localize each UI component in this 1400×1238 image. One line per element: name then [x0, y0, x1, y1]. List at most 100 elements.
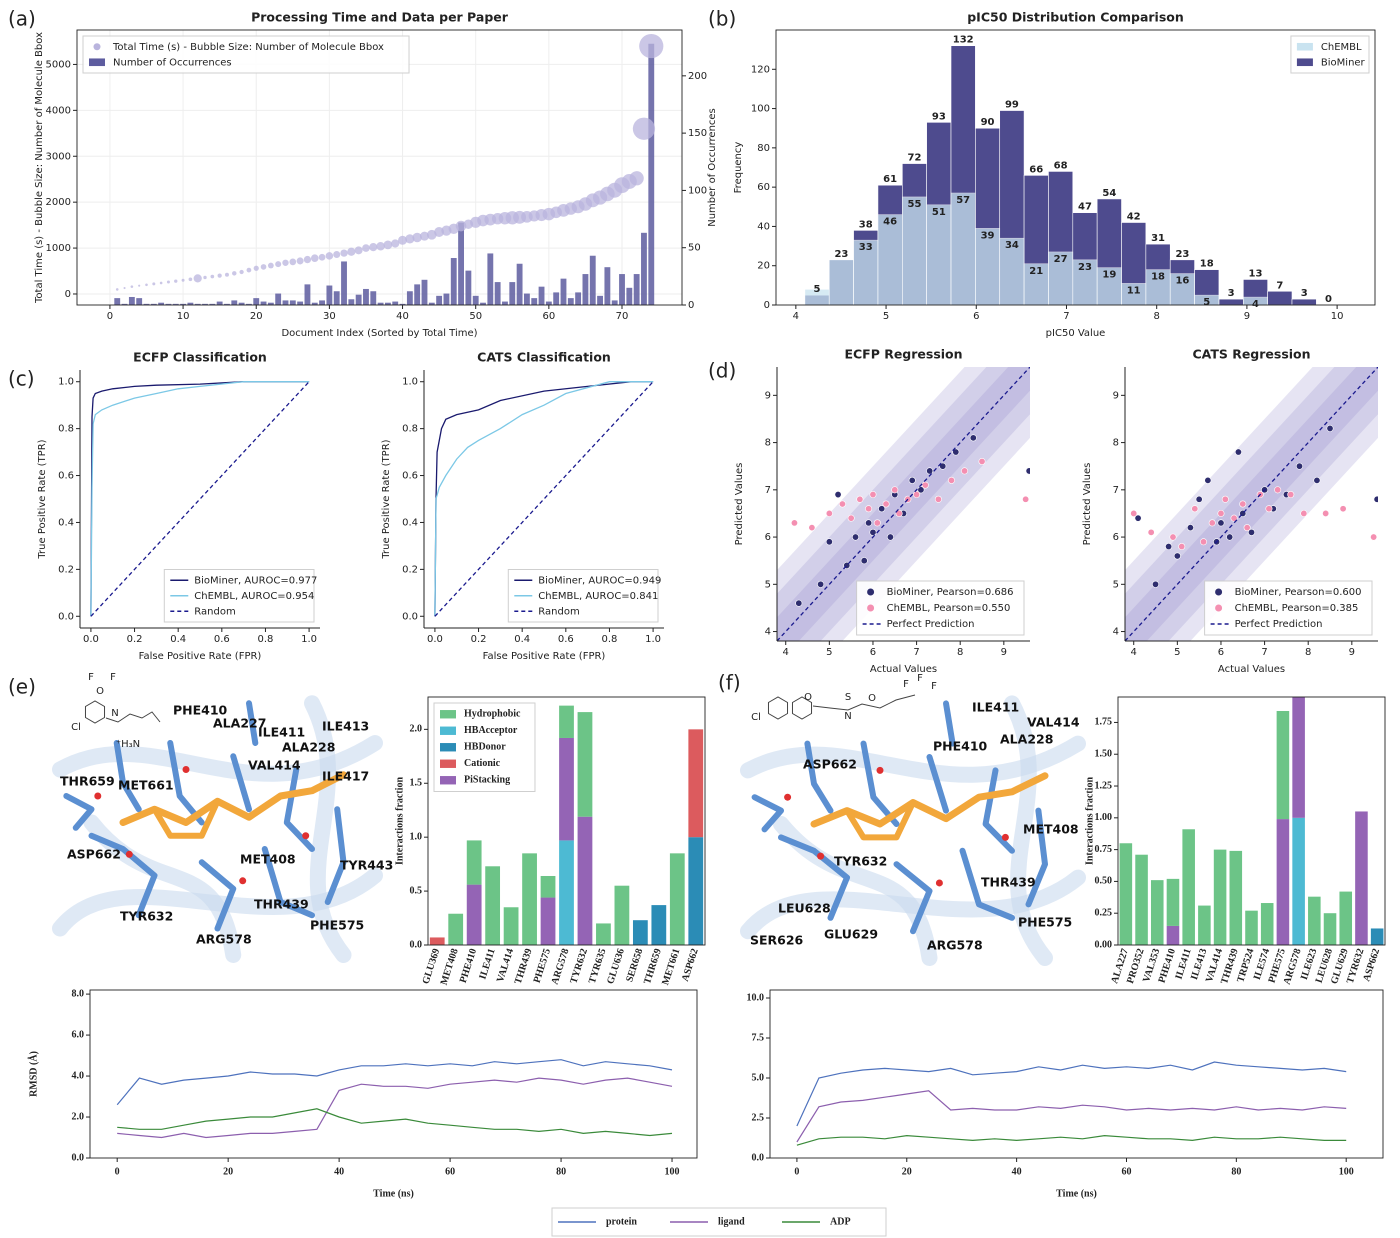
y-tick-label: 0.5 [410, 885, 423, 896]
bar [494, 282, 501, 305]
panel-label: (a) [8, 7, 36, 31]
point [1169, 533, 1177, 541]
bar-segment [1323, 913, 1337, 945]
point [865, 505, 873, 513]
x-axis-label: Time (ns) [373, 1188, 414, 1199]
point [934, 495, 942, 503]
stick [151, 798, 221, 839]
point [1295, 462, 1303, 470]
x-tick-label: 50 [469, 311, 482, 322]
bar [260, 301, 267, 305]
bar [341, 261, 347, 305]
point [856, 495, 864, 503]
legend-swatch [89, 58, 105, 67]
y-tick-label: 5.0 [752, 1072, 765, 1083]
point [1217, 519, 1225, 527]
bubble [296, 257, 304, 265]
bar [582, 274, 589, 305]
plot-frame [76, 29, 683, 306]
atom-label: F [917, 673, 923, 684]
bar [926, 204, 952, 305]
y-tick-label: 4 [1113, 627, 1119, 638]
atom-label: O [804, 692, 812, 703]
bar [319, 300, 325, 305]
bar-segment [1292, 817, 1305, 945]
legend-swatch [1296, 42, 1313, 51]
line [796, 1090, 1347, 1143]
value-label: 132 [953, 35, 974, 46]
point [1373, 495, 1378, 503]
legend-box [82, 35, 410, 74]
panel-label: (f) [718, 671, 741, 695]
bar-segment [1276, 710, 1290, 820]
x-tick-label: 0.6 [558, 634, 574, 645]
stick [778, 834, 850, 921]
y-axis-label: Predicted Values [734, 463, 745, 546]
x-tick-label: 0.0 [427, 634, 443, 645]
legend-label: ChEMBL, AUROC=0.841 [538, 591, 658, 602]
y-tick-label: 0.0 [72, 1152, 85, 1163]
y-tick-label: 1.0 [58, 377, 74, 388]
point [1186, 524, 1194, 532]
bar [611, 300, 618, 305]
ring [767, 696, 789, 720]
chart-title: ECFP Classification [133, 350, 267, 365]
value-label: 61 [883, 174, 897, 185]
legend-swatch [440, 776, 456, 785]
point [1239, 500, 1247, 508]
legend-label: BioMiner [1321, 57, 1366, 68]
stick [119, 771, 347, 826]
chart-title: ECFP Regression [844, 347, 962, 362]
value-label: 31 [1151, 233, 1165, 244]
bar [128, 296, 135, 305]
bar [421, 279, 428, 305]
bar [531, 298, 538, 305]
value-label: 51 [932, 207, 946, 218]
x-tick-label: 0.4 [170, 634, 186, 645]
bar-segment [1355, 811, 1368, 945]
x-tick-label: 9 [1244, 311, 1250, 322]
legend-box [507, 569, 659, 623]
bar [428, 302, 435, 305]
residue-label: ILE417 [322, 769, 369, 784]
bar [275, 293, 282, 305]
legend-box [163, 569, 315, 623]
bar [589, 255, 596, 305]
y2-tick-label: 150 [688, 128, 707, 139]
y-tick-label: 9 [1113, 390, 1119, 401]
point [921, 481, 929, 489]
y-tick-label: 20 [757, 261, 770, 272]
legend-label: Random [538, 606, 579, 617]
line [796, 1061, 1347, 1127]
point [1326, 424, 1334, 432]
ligand-2d [84, 700, 161, 724]
legend-label: HBAcceptor [464, 725, 518, 736]
y-tick-label: 0.4 [58, 517, 74, 528]
residue-label: SER626 [750, 933, 804, 948]
y-axis-label: RMSD (Å) [27, 1051, 39, 1097]
bubble [246, 267, 252, 273]
plot-area [1125, 367, 1378, 641]
residue-label: TYR632 [834, 854, 887, 869]
bubble [310, 254, 319, 262]
bar-segment [485, 866, 501, 945]
y-axis-label: True Positive Rate (TPR) [381, 439, 392, 559]
point [947, 476, 955, 484]
bar [626, 287, 633, 305]
bubble [347, 247, 356, 256]
value-label: 18 [1151, 272, 1165, 283]
bubble [340, 249, 348, 257]
line [90, 381, 310, 617]
legend-label: ADP [830, 1216, 851, 1227]
point [1130, 509, 1138, 517]
value-label: 33 [859, 242, 873, 253]
value-label: 23 [1078, 262, 1092, 273]
bar [370, 291, 377, 305]
legend-label: PiStacking [464, 775, 510, 786]
bubble [333, 250, 341, 259]
bubble [217, 273, 222, 278]
bubble [398, 235, 408, 245]
bar [1169, 273, 1195, 305]
residue-label: ILE413 [322, 719, 369, 734]
bar-segment [632, 920, 648, 945]
